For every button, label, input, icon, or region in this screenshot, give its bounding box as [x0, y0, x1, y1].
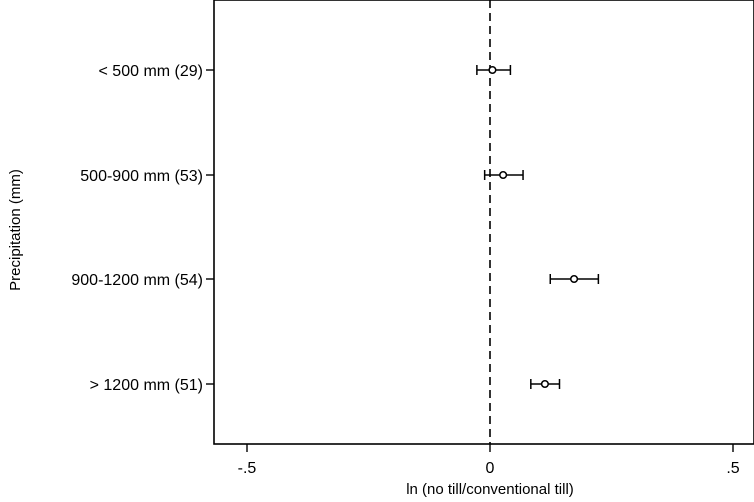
estimate-point [570, 274, 579, 284]
plot-frame [213, 0, 754, 445]
estimate-point [499, 170, 508, 180]
category-label: < 500 mm (29) [99, 63, 203, 80]
x-tick-label: -.5 [238, 460, 257, 477]
estimate-point [488, 65, 497, 75]
y-axis-title: Precipitation (mm) [7, 169, 24, 291]
x-axis-ticks: -.5 0 .5 [238, 444, 740, 477]
category-label: 900-1200 mm (54) [71, 272, 203, 289]
x-axis-title: ln (no till/conventional till) [406, 481, 574, 498]
category-label: 500-900 mm (53) [80, 168, 203, 185]
estimate-point [540, 379, 549, 389]
x-tick-label: 0 [486, 460, 495, 477]
estimate-markers [476, 65, 600, 389]
x-tick-label: .5 [726, 460, 739, 477]
category-label: > 1200 mm (51) [90, 377, 203, 394]
category-labels: < 500 mm (29) 500-900 mm (53) 900-1200 mm … [71, 63, 214, 394]
